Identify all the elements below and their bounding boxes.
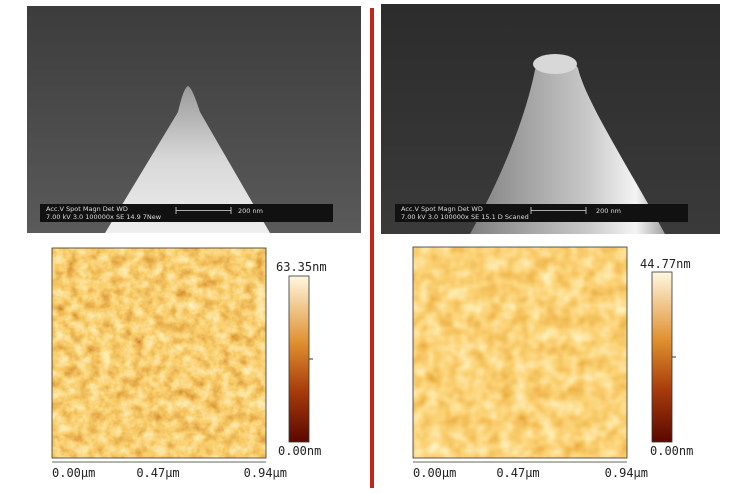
colorbar-max: 63.35nm xyxy=(276,260,327,274)
x-label: 0.47µm xyxy=(136,466,179,480)
x-label: 0.00µm xyxy=(413,466,456,480)
sem-tip xyxy=(470,58,665,234)
sem-info-values: 7.00 kV 3.0 100000x SE 15.1 D Scaned xyxy=(401,213,529,221)
afm-frame xyxy=(412,246,628,459)
sem-info-header: Acc.V Spot Magn Det WD xyxy=(46,205,128,213)
afm-image xyxy=(413,247,627,458)
x-label: 0.00µm xyxy=(52,466,95,480)
sem-info-bar xyxy=(40,204,333,222)
sem-info-bar xyxy=(395,204,688,222)
x-label: 0.94µm xyxy=(244,466,287,480)
scale-label: 200 nm xyxy=(596,207,621,215)
sem-info-header: Acc.V Spot Magn Det WD xyxy=(401,205,483,213)
scale-bar xyxy=(175,207,232,214)
colorbar-min: 0.00nm xyxy=(650,444,693,458)
afm-frame xyxy=(51,247,267,459)
sem-tip xyxy=(105,86,270,233)
x-label: 0.47µm xyxy=(496,466,539,480)
x-label: 0.94µm xyxy=(605,466,648,480)
scale-label: 200 nm xyxy=(238,207,263,215)
sem-info-values: 7.00 kV 3.0 100000x SE 14.9 7New xyxy=(46,213,162,221)
colorbar-max: 44.77nm xyxy=(640,257,691,271)
afm-image xyxy=(52,248,266,458)
scale-bar xyxy=(530,207,587,214)
divider xyxy=(370,8,374,488)
sem-tip-apex xyxy=(533,54,577,74)
colorbar xyxy=(288,275,310,443)
colorbar-min: 0.00nm xyxy=(278,444,321,458)
colorbar xyxy=(651,271,673,443)
